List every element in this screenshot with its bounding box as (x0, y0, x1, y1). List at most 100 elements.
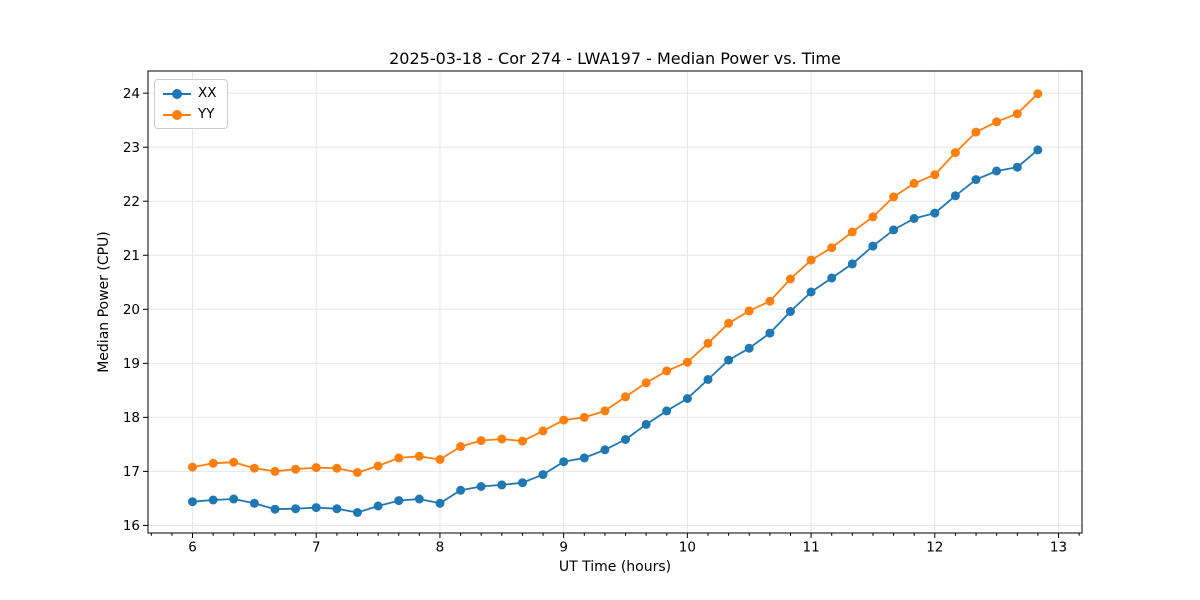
data-point (1012, 109, 1022, 119)
x-axis: 6 7 8 9 10 11 12 13 (150, 533, 1080, 556)
data-point (744, 343, 754, 353)
data-point (806, 255, 816, 265)
data-point (703, 375, 713, 384)
data-point (352, 508, 362, 517)
data-point (394, 453, 404, 463)
x-tick-label: 10 (679, 540, 696, 556)
y-axis: 16 17 18 19 20 21 22 23 24 (123, 86, 148, 534)
data-point (229, 494, 239, 504)
y-tick-label: 17 (123, 464, 140, 480)
data-point (476, 482, 486, 491)
data-point (435, 455, 445, 464)
data-point (352, 468, 362, 477)
data-point (476, 436, 486, 446)
y-tick-label: 19 (123, 356, 140, 372)
y-tick-label: 20 (123, 302, 140, 318)
x-tick-label: 6 (188, 540, 197, 556)
y-tick-label: 23 (123, 140, 140, 156)
legend-item-yy: YY (163, 106, 217, 123)
data-point (724, 318, 734, 328)
data-point (971, 127, 981, 137)
plot-area (147, 70, 1083, 534)
data-point (909, 214, 919, 223)
data-point (909, 178, 919, 188)
data-point (208, 495, 218, 505)
data-point (806, 287, 816, 297)
data-point (662, 366, 672, 376)
data-point (1012, 162, 1022, 172)
data-point (373, 501, 383, 511)
data-point (579, 453, 589, 463)
x-tick-label: 7 (312, 540, 321, 556)
data-point (559, 457, 569, 467)
legend-line-marker-icon (163, 88, 191, 99)
data-point (621, 435, 630, 444)
data-point (291, 504, 301, 514)
data-point (827, 243, 837, 253)
x-tick-label: 8 (436, 540, 445, 556)
x-axis-label: UT Time (hours) (558, 559, 672, 575)
data-point (765, 296, 775, 306)
data-point (208, 458, 218, 468)
y-tick-label: 21 (123, 248, 140, 264)
data-point (765, 328, 775, 338)
data-point (971, 175, 981, 185)
data-point (930, 208, 940, 218)
data-point (724, 355, 734, 365)
data-point (311, 503, 321, 513)
data-point (332, 504, 342, 514)
data-point (600, 406, 610, 416)
data-point (373, 461, 383, 471)
series-line (192, 93, 1039, 474)
data-point (579, 412, 589, 422)
series-xx (188, 145, 1043, 517)
x-tick-label: 12 (926, 540, 943, 556)
series-yy (188, 89, 1043, 477)
data-point (662, 406, 672, 416)
y-axis-label: Median Power (CPU) (96, 231, 112, 373)
data-point (311, 463, 321, 473)
x-tick-label: 11 (802, 540, 819, 556)
data-point (188, 462, 197, 472)
data-point (497, 434, 507, 444)
data-point (992, 166, 1002, 176)
x-tick-label: 9 (559, 540, 568, 556)
data-point (930, 170, 940, 180)
data-point (1033, 89, 1043, 99)
data-point (270, 466, 280, 476)
y-tick-label: 22 (123, 194, 140, 210)
data-point (950, 148, 960, 158)
y-tick-label: 16 (123, 518, 140, 534)
data-point (600, 445, 610, 455)
data-point (785, 307, 795, 316)
data-point (744, 306, 754, 316)
data-point (868, 241, 878, 251)
x-tick-label: 13 (1050, 540, 1067, 556)
data-point (703, 338, 713, 348)
data-point (518, 478, 527, 488)
data-point (270, 504, 280, 514)
data-point (456, 442, 466, 451)
grid (148, 71, 1082, 533)
data-point (456, 485, 466, 495)
data-point (249, 498, 259, 508)
data-point (621, 392, 630, 402)
data-point (827, 273, 837, 283)
y-tick-label: 24 (123, 86, 140, 102)
data-point (538, 470, 548, 480)
data-point (332, 463, 342, 473)
data-point (497, 480, 507, 490)
data-point (538, 426, 548, 436)
data-point (682, 394, 692, 403)
legend-line-marker-icon (163, 109, 191, 120)
data-point (435, 498, 445, 508)
series-line (192, 149, 1039, 514)
data-point (414, 451, 424, 461)
data-point (641, 419, 651, 429)
data-point (1033, 145, 1043, 155)
data-point (847, 259, 857, 269)
data-point (559, 415, 569, 425)
data-point (847, 227, 857, 237)
